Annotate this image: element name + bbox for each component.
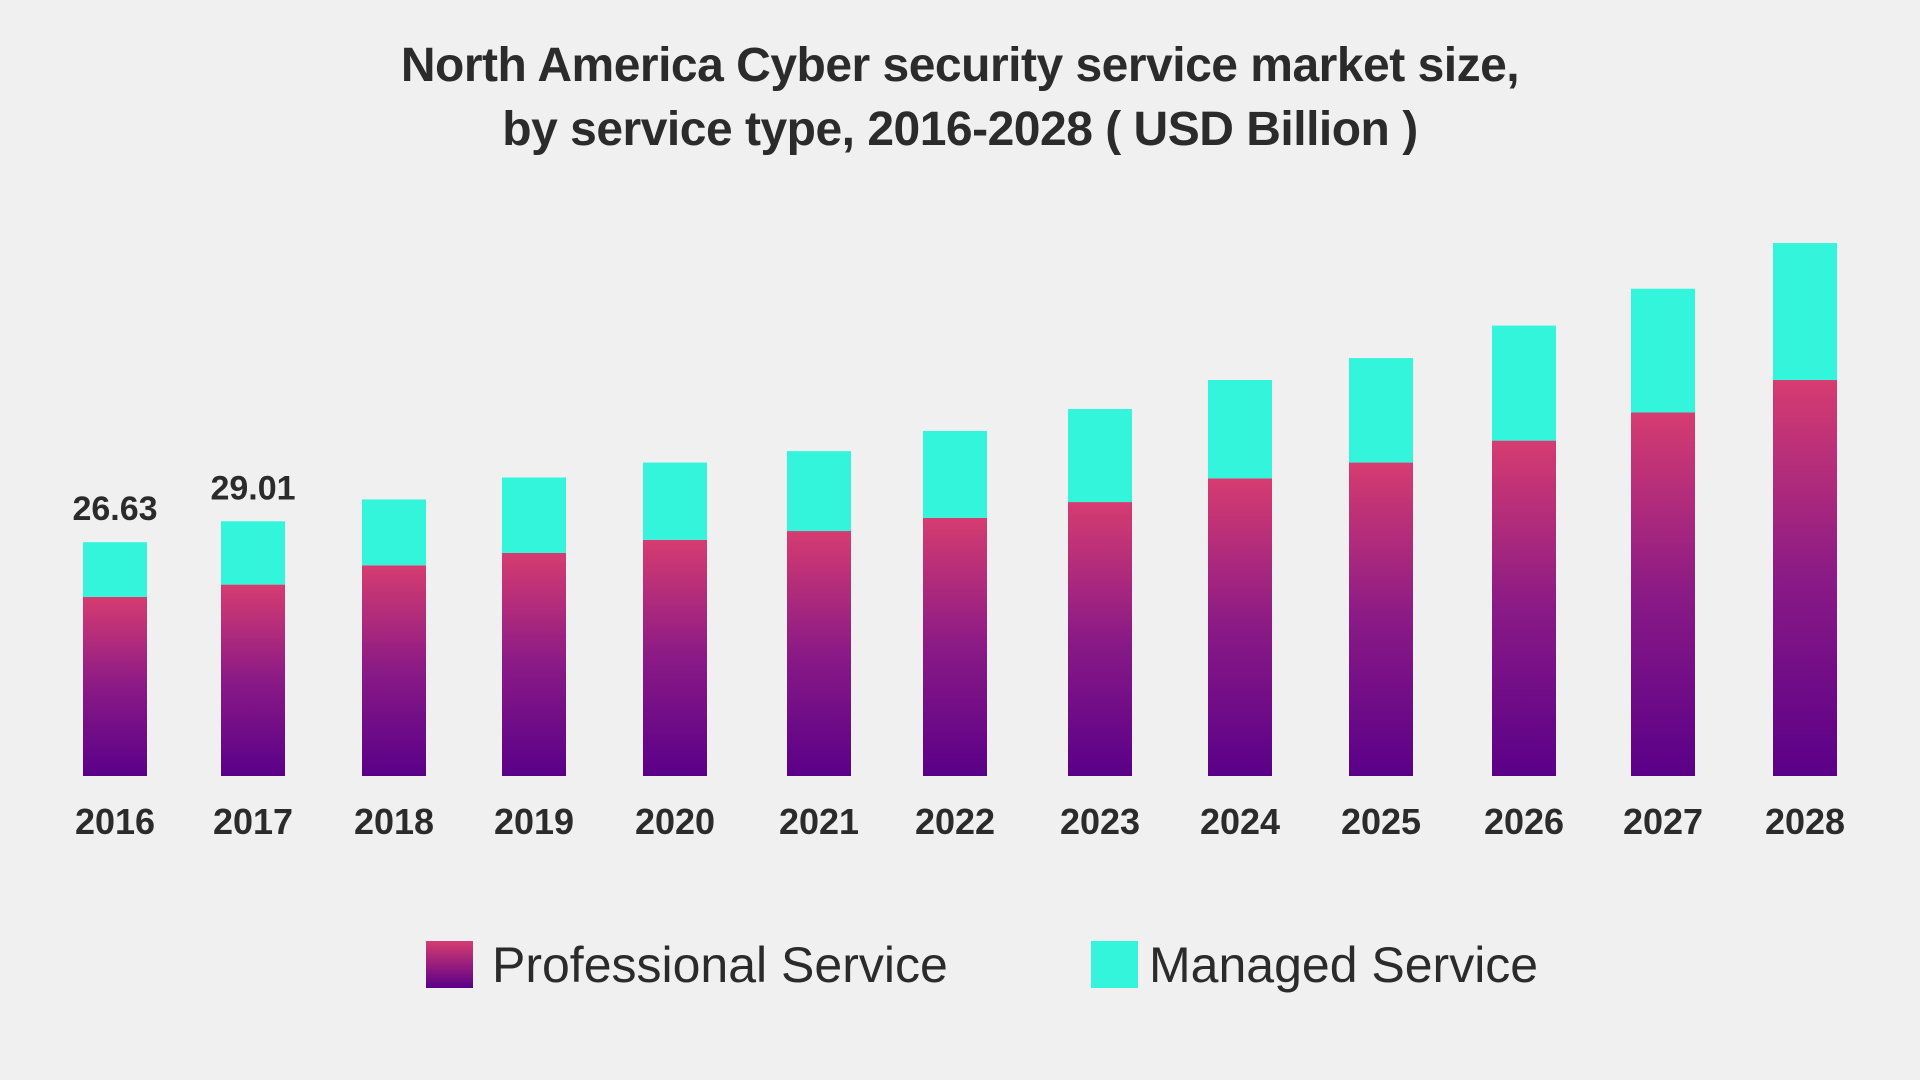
bar-managed-2022 [923, 430, 987, 518]
chart-subtitle: by service type, 2016-2028 ( USD Billion… [502, 103, 1418, 156]
x-tick-label: 2027 [1623, 801, 1703, 842]
bar-professional-2017 [221, 584, 285, 776]
x-tick-label: 2020 [635, 801, 715, 842]
bar-professional-2027 [1631, 412, 1695, 776]
x-tick-label: 2026 [1484, 801, 1564, 842]
bar-professional-2019 [502, 552, 566, 776]
x-tick-label: 2021 [779, 801, 859, 842]
bar-managed-2017 [221, 521, 285, 585]
bar-managed-2027 [1631, 288, 1695, 413]
bar-managed-2020 [643, 462, 707, 540]
chart-title: North America Cyber security service mar… [400, 39, 1520, 92]
bar-managed-2023 [1068, 408, 1132, 503]
bar-managed-2025 [1349, 358, 1413, 463]
bar-professional-2023 [1068, 502, 1132, 776]
bar-managed-2018 [362, 499, 426, 566]
bar-professional-2022 [923, 517, 987, 776]
legend-label-managed: Managed Service [1149, 937, 1539, 993]
data-label: 29.01 [210, 469, 295, 507]
bar-managed-2026 [1492, 325, 1556, 441]
bar-professional-2018 [362, 565, 426, 776]
x-tick-label: 2028 [1765, 801, 1845, 842]
legend-swatch-professional [426, 941, 473, 988]
x-tick-label: 2016 [75, 801, 155, 842]
x-tick-label: 2019 [494, 801, 574, 842]
bar-professional-2016 [83, 596, 147, 776]
bar-chart: 2016 26.63 2017 29.01 2018 2019 2020 2021 2022 20… [72, 243, 1845, 842]
bar-professional-2026 [1492, 440, 1556, 776]
bar-professional-2020 [643, 539, 707, 776]
x-tick-label: 2024 [1200, 801, 1280, 842]
bar-professional-2025 [1349, 462, 1413, 776]
x-tick-label: 2017 [213, 801, 293, 842]
x-tick-label: 2018 [354, 801, 434, 842]
bar-professional-2021 [787, 531, 851, 776]
bar-professional-2028 [1773, 380, 1837, 776]
legend-label-professional: Professional Service [492, 937, 948, 993]
x-tick-label: 2025 [1341, 801, 1421, 842]
bar-professional-2024 [1208, 478, 1272, 776]
bar-managed-2024 [1208, 380, 1272, 479]
legend-swatch-managed [1091, 941, 1138, 988]
x-tick-label: 2023 [1060, 801, 1140, 842]
bar-managed-2019 [502, 477, 566, 553]
data-label: 26.63 [72, 490, 157, 528]
bar-managed-2028 [1773, 243, 1837, 381]
x-tick-label: 2022 [915, 801, 995, 842]
bar-managed-2021 [787, 451, 851, 532]
bar-managed-2016 [83, 542, 147, 597]
